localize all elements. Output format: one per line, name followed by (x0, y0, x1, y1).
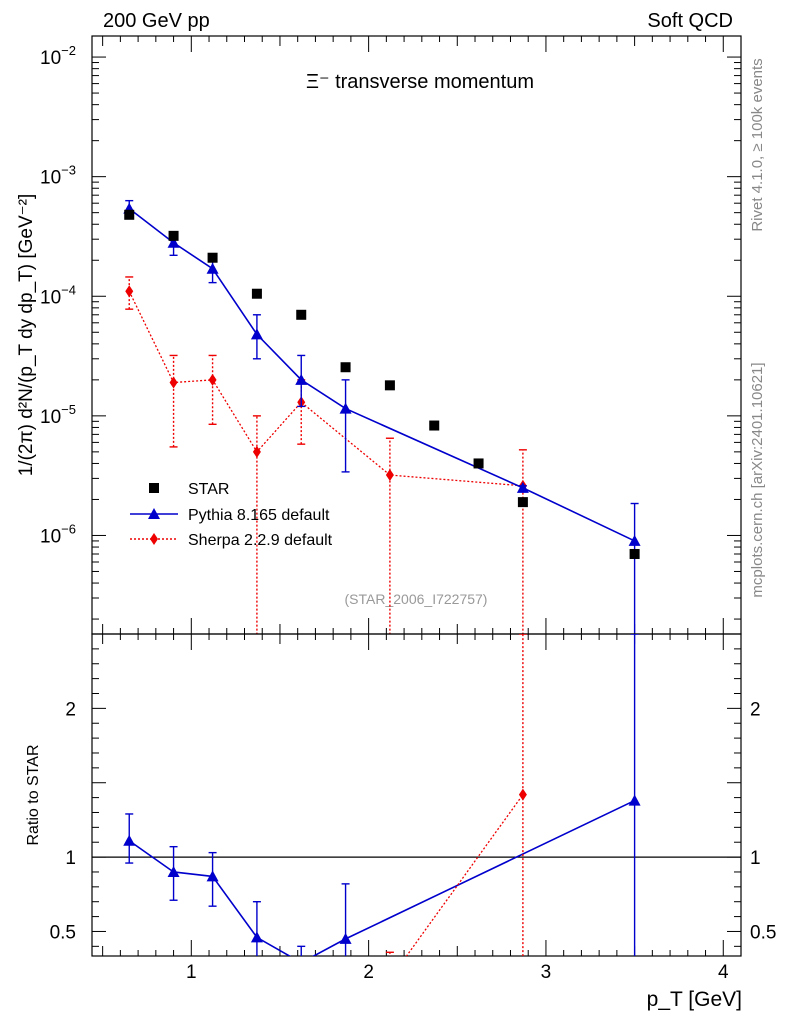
main-y-axis-label: 1/(2π) d²N/(p_T dy dp_T) [GeV⁻²] (16, 194, 37, 477)
main-series-group (123, 199, 641, 634)
ratio-pythia-point (206, 870, 219, 882)
main-pythia-point (250, 328, 263, 340)
ratio-frame (91, 633, 742, 957)
main-sherpa-point (208, 373, 217, 386)
main-star-point (124, 209, 135, 220)
legend-label: Sherpa 2.2.9 default (188, 532, 333, 549)
main-star-point (629, 548, 640, 559)
x-tick-label: 3 (541, 962, 552, 983)
ratio-y-tick-label: 0.5 (50, 922, 76, 943)
main-pythia-point (295, 373, 308, 385)
main-star-point (340, 362, 351, 373)
legend-marker (150, 533, 158, 545)
ratio-y-tick-label: 2 (65, 699, 76, 720)
ratio-sherpa-point (518, 788, 527, 801)
main-y-tick-label: 10−4 (40, 282, 76, 308)
main-sherpa-point (169, 376, 178, 389)
main-star-point (296, 309, 307, 320)
main-star-point (168, 230, 179, 241)
ratio-pythia-point (250, 931, 263, 943)
ratio-y-tick-label-right: 2 (750, 699, 761, 720)
main-star-point (473, 458, 484, 469)
main-pythia-point (339, 402, 352, 414)
main-panel: 10−6 10−5 10−4 10−3 10−2 Ξ⁻ transverse momen… (16, 35, 742, 635)
main-title: Ξ⁻ transverse momentum (306, 71, 534, 93)
ratio-y-tick-label-right: 1 (750, 848, 761, 869)
x-tick-label: 1 (186, 962, 197, 983)
ratio-axis-ticks (92, 634, 741, 956)
main-y-tick-label: 10−5 (40, 402, 76, 428)
header-right: Soft QCD (647, 10, 733, 32)
legend-label: Pythia 8.165 default (188, 507, 330, 524)
main-star-point (517, 497, 528, 508)
rivet-version-label: Rivet 4.1.0, ≥ 100k events (749, 58, 766, 231)
main-y-tick-label: 10−3 (40, 163, 76, 189)
analysis-watermark: (STAR_2006_I722757) (345, 591, 488, 607)
ratio-series-group (123, 634, 641, 956)
main-y-tick-labels: 10−6 10−5 10−4 10−3 10−2 (40, 43, 76, 547)
ratio-panel: 0.5 0.5 1 1 2 2 1 2 3 4 Ratio to STAR p_T [GeV] (25, 633, 777, 1011)
main-pythia-point (628, 534, 641, 546)
ratio-pythia-point (167, 865, 180, 877)
main-sherpa-point (125, 285, 134, 298)
x-tick-label: 2 (363, 962, 374, 983)
main-sherpa-point (385, 469, 394, 482)
main-pythia-line (128, 208, 635, 542)
main-y-tick-label: 10−2 (40, 43, 76, 69)
main-star-point (251, 288, 262, 299)
main-sherpa-point (252, 445, 261, 458)
main-star-point (429, 420, 440, 431)
ratio-y-tick-label-right: 0.5 (750, 922, 776, 943)
ratio-y-tick-labels: 0.5 0.5 1 1 2 2 (50, 699, 777, 943)
main-star-point (384, 380, 395, 391)
main-y-tick-label: 10−6 (40, 521, 76, 547)
legend-marker (149, 483, 159, 493)
ratio-pythia-point (123, 834, 136, 846)
main-star-point (207, 252, 218, 263)
header-left: 200 GeV pp (103, 10, 210, 32)
ratio-pythia-point (628, 794, 641, 806)
ratio-y-tick-label: 1 (65, 848, 76, 869)
legend-label: STAR (188, 481, 229, 498)
main-pythia-point (167, 236, 180, 248)
main-pythia-point (206, 262, 219, 274)
main-pythia-point (516, 481, 529, 493)
ratio-x-tick-labels: 1 2 3 4 (186, 962, 729, 983)
main-axis-ticks (92, 36, 741, 634)
ratio-sherpa-line (405, 794, 524, 956)
mcplots-citation-label: mcplots.cern.ch [arXiv:2401.10621] (749, 362, 766, 597)
legend-marker (148, 508, 160, 519)
ratio-pythia-point (339, 932, 352, 944)
legend: STAR Pythia 8.165 default Sherpa 2.2.9 def… (130, 481, 333, 549)
main-sherpa-line (128, 291, 523, 487)
ratio-y-axis-label: Ratio to STAR (25, 744, 42, 845)
ratio-pythia-line (128, 799, 635, 956)
x-tick-label: 4 (718, 962, 729, 983)
x-axis-label: p_T [GeV] (647, 988, 742, 1011)
